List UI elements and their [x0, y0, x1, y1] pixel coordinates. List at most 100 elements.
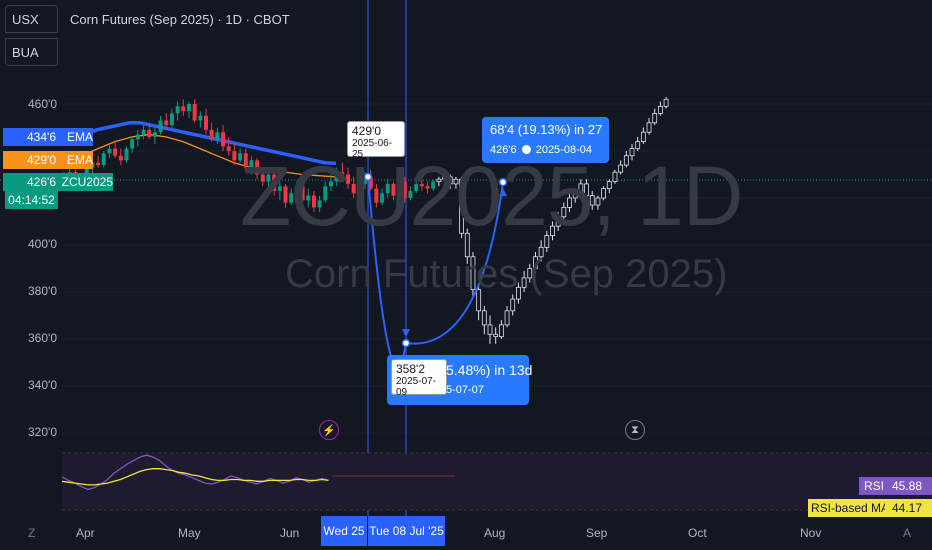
chart-title: Corn Futures (Sep 2025) · 1D · CBOT [70, 12, 290, 27]
start-point-value: 429'0 [352, 124, 381, 138]
candle-body [623, 155, 629, 166]
candle-body [124, 148, 129, 161]
candle-body [283, 186, 288, 203]
crosshair-date-end: Tue 08 Jul '25 [368, 516, 445, 546]
candle-body [595, 197, 601, 206]
candle-body [221, 132, 226, 147]
candle-body [425, 186, 430, 189]
candle-body [204, 115, 208, 130]
candle-body [294, 186, 299, 194]
candle-body [277, 186, 282, 191]
price-tick: 400'0 [28, 237, 57, 251]
price-tick: 460'0 [28, 97, 57, 111]
candle-body [113, 148, 118, 156]
candle-body [658, 105, 663, 114]
candle-body [249, 160, 254, 168]
candle-body [561, 206, 567, 218]
anchor-point [498, 177, 508, 187]
candle-body [606, 181, 612, 190]
rsi-value-tag: 45.88 [885, 477, 932, 495]
time-tick: Nov [800, 526, 822, 540]
candle-body [357, 183, 362, 194]
candle-body [181, 106, 186, 112]
start-point-label[interactable]: 429'0 2025-06-25 [347, 121, 405, 160]
price-tick: 320'0 [28, 425, 57, 439]
candle-body [397, 181, 402, 196]
candle-body [498, 324, 504, 338]
price-tick: 340'0 [28, 378, 57, 392]
candle-body [238, 153, 243, 161]
candle-body [328, 181, 333, 187]
candle-body [374, 188, 379, 203]
ema-fast-value: 434'6 [27, 130, 56, 144]
candle-body [232, 151, 237, 161]
candle-body [493, 333, 499, 338]
candle-body [141, 129, 146, 135]
hourglass-icon[interactable]: ⧗ [625, 420, 645, 440]
candle-body [476, 289, 482, 312]
candle-body [260, 174, 265, 182]
candle-body [436, 178, 442, 182]
candle-body [527, 268, 533, 279]
candle-body [368, 176, 373, 189]
candle-body [164, 120, 169, 126]
candle-body [550, 225, 555, 236]
candle-body [453, 178, 459, 185]
candle-body [538, 246, 544, 258]
candle-body [578, 183, 584, 194]
rise-curve [405, 182, 504, 345]
ema-fast-label: EMA [66, 130, 93, 144]
last-price-symbol: ZCU2025 [61, 175, 113, 189]
candle-body [414, 183, 419, 191]
candle-body [442, 176, 447, 180]
time-tick: Aug [484, 526, 506, 540]
candle-body [300, 186, 305, 201]
candle-body [311, 195, 316, 208]
candle-body [198, 115, 203, 121]
candle-body [533, 256, 538, 269]
candle-body [652, 113, 658, 124]
candle-body [481, 310, 487, 326]
low-point-label[interactable]: 358'2 2025-07-09 [391, 359, 447, 398]
candle-body [152, 132, 157, 137]
candle-body [431, 181, 436, 189]
candle-body [226, 146, 231, 151]
rsi-line [61, 454, 329, 491]
candle-body [555, 216, 561, 227]
candle-body [306, 195, 311, 201]
anchor-point [401, 338, 411, 348]
candle-body [572, 192, 578, 199]
candle-body [346, 174, 350, 184]
candle-body [186, 104, 191, 112]
candle-body [589, 195, 595, 206]
auto-scale-button[interactable]: A [903, 526, 912, 540]
candle-body [107, 148, 112, 154]
ema-slow-badge: 429'0 EMA [3, 151, 93, 169]
rise-measure-callout[interactable]: 68'4 (19.13%) in 27 426'6 2025-08-04 [482, 117, 609, 163]
bar-countdown: 04:14:52 [5, 191, 58, 209]
candle-body [175, 106, 180, 114]
candle-body [402, 181, 407, 198]
candle-body [544, 235, 550, 248]
rsi-ma-line [61, 468, 329, 486]
rsi-name-tag: RSI [859, 477, 885, 495]
time-tick: Sep [586, 526, 608, 540]
candle-body [464, 232, 470, 258]
candle-body [192, 104, 197, 121]
symbol-button-bua[interactable]: BUA [5, 38, 58, 66]
ema-fast-line [63, 121, 337, 166]
lightning-icon[interactable]: ⚡ [319, 420, 339, 440]
rsi-band [62, 453, 932, 510]
candle-body [323, 186, 328, 201]
low-point-value: 358'2 [396, 362, 425, 376]
time-tick: Jun [280, 526, 300, 540]
ema-slow-label: EMA [66, 153, 93, 167]
candle-body [209, 129, 214, 140]
candle-body [510, 298, 516, 312]
symbol-button-usx[interactable]: USX [5, 5, 58, 33]
candle-body [618, 164, 624, 173]
time-tick: Apr [76, 526, 95, 540]
candle-body [640, 131, 646, 142]
corner-left-label[interactable]: Z [28, 526, 36, 540]
